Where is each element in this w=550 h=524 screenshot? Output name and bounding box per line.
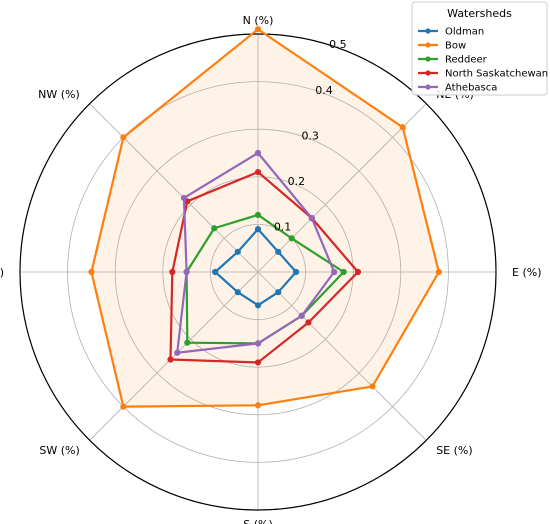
data-point xyxy=(184,339,191,346)
legend-item: Oldman xyxy=(418,27,484,38)
data-point xyxy=(292,268,300,276)
data-point xyxy=(234,248,241,255)
data-point xyxy=(275,248,282,255)
series-oldman xyxy=(212,226,300,309)
outer-frame xyxy=(19,33,497,511)
series-bow xyxy=(88,26,442,410)
axis-label: E (%) xyxy=(512,266,541,279)
data-point xyxy=(331,268,338,276)
grid-spoke xyxy=(257,103,427,273)
legend-items: Oldman Bow Reddeer North Saskatchewan Atheba… xyxy=(418,27,548,94)
data-point xyxy=(120,134,127,141)
legend-label: Oldman xyxy=(445,27,484,38)
label-layer: 0.10.20.30.40.5N (%)NE (%)E (%)SE (%)S (… xyxy=(0,14,541,524)
grid-spoke xyxy=(89,271,259,441)
series-layer xyxy=(88,26,442,410)
legend-swatch-marker xyxy=(425,56,431,62)
data-point xyxy=(254,168,262,176)
legend-swatch-marker xyxy=(425,42,431,48)
data-point xyxy=(288,235,295,242)
legend-item: Reddeer xyxy=(418,55,488,66)
data-point xyxy=(340,268,347,276)
legend-swatch-marker xyxy=(425,84,431,90)
radial-tick-label: 0.2 xyxy=(288,175,306,188)
data-point xyxy=(254,402,262,409)
data-point xyxy=(211,225,218,232)
grid-spoke xyxy=(257,271,427,441)
radial-tick-label: 0.1 xyxy=(274,220,292,233)
data-point xyxy=(167,356,174,363)
axis-label: N (%) xyxy=(243,14,274,27)
radial-tick-label: 0.5 xyxy=(329,38,347,51)
data-point xyxy=(183,268,190,276)
data-point xyxy=(169,268,176,276)
radial-tick-label: 0.3 xyxy=(301,129,319,142)
data-point xyxy=(88,268,95,276)
data-point xyxy=(369,383,376,390)
legend-label: Reddeer xyxy=(445,55,488,66)
series-athebasca xyxy=(174,149,338,356)
legend-label: North Saskatchewan xyxy=(445,69,548,80)
data-point xyxy=(254,340,262,347)
legend-swatch-marker xyxy=(425,70,431,76)
data-point xyxy=(254,359,262,366)
data-point xyxy=(399,124,406,131)
grid-layer xyxy=(19,33,497,511)
grid-spoke xyxy=(89,103,259,273)
axis-label: S (%) xyxy=(243,518,273,524)
data-point xyxy=(298,312,305,319)
data-point xyxy=(275,289,282,296)
series-north-saskatchewan xyxy=(167,168,362,366)
bow-fill-area xyxy=(91,29,439,407)
data-point xyxy=(254,211,262,218)
data-point xyxy=(305,319,312,326)
data-point xyxy=(254,26,262,33)
legend-title: Watersheds xyxy=(447,7,512,20)
legend-item: North Saskatchewan xyxy=(418,69,548,80)
legend-frame xyxy=(411,1,548,96)
data-point xyxy=(120,403,127,410)
legend-item: Athebasca xyxy=(418,83,497,94)
data-point xyxy=(254,149,262,157)
axis-label: NW (%) xyxy=(38,88,80,101)
data-point xyxy=(354,268,362,276)
axis-label: SE (%) xyxy=(436,444,472,457)
legend-swatch-marker xyxy=(425,28,431,34)
data-point xyxy=(254,226,262,233)
data-point xyxy=(180,194,188,202)
radial-tick-label: 0.4 xyxy=(315,84,333,97)
legend-label: Bow xyxy=(445,41,466,52)
data-point xyxy=(308,215,315,222)
data-point xyxy=(254,302,262,309)
axis-label: SW (%) xyxy=(39,444,79,457)
fill-layer xyxy=(91,29,439,407)
legend: Watersheds Oldman Bow Reddeer North Saskatc… xyxy=(411,1,548,96)
axis-label: W (%) xyxy=(0,266,4,279)
data-point xyxy=(212,268,219,276)
legend-label: Athebasca xyxy=(445,83,497,94)
data-point xyxy=(174,349,181,356)
legend-item: Bow xyxy=(418,41,466,52)
data-point xyxy=(435,268,442,276)
data-point xyxy=(234,289,241,296)
